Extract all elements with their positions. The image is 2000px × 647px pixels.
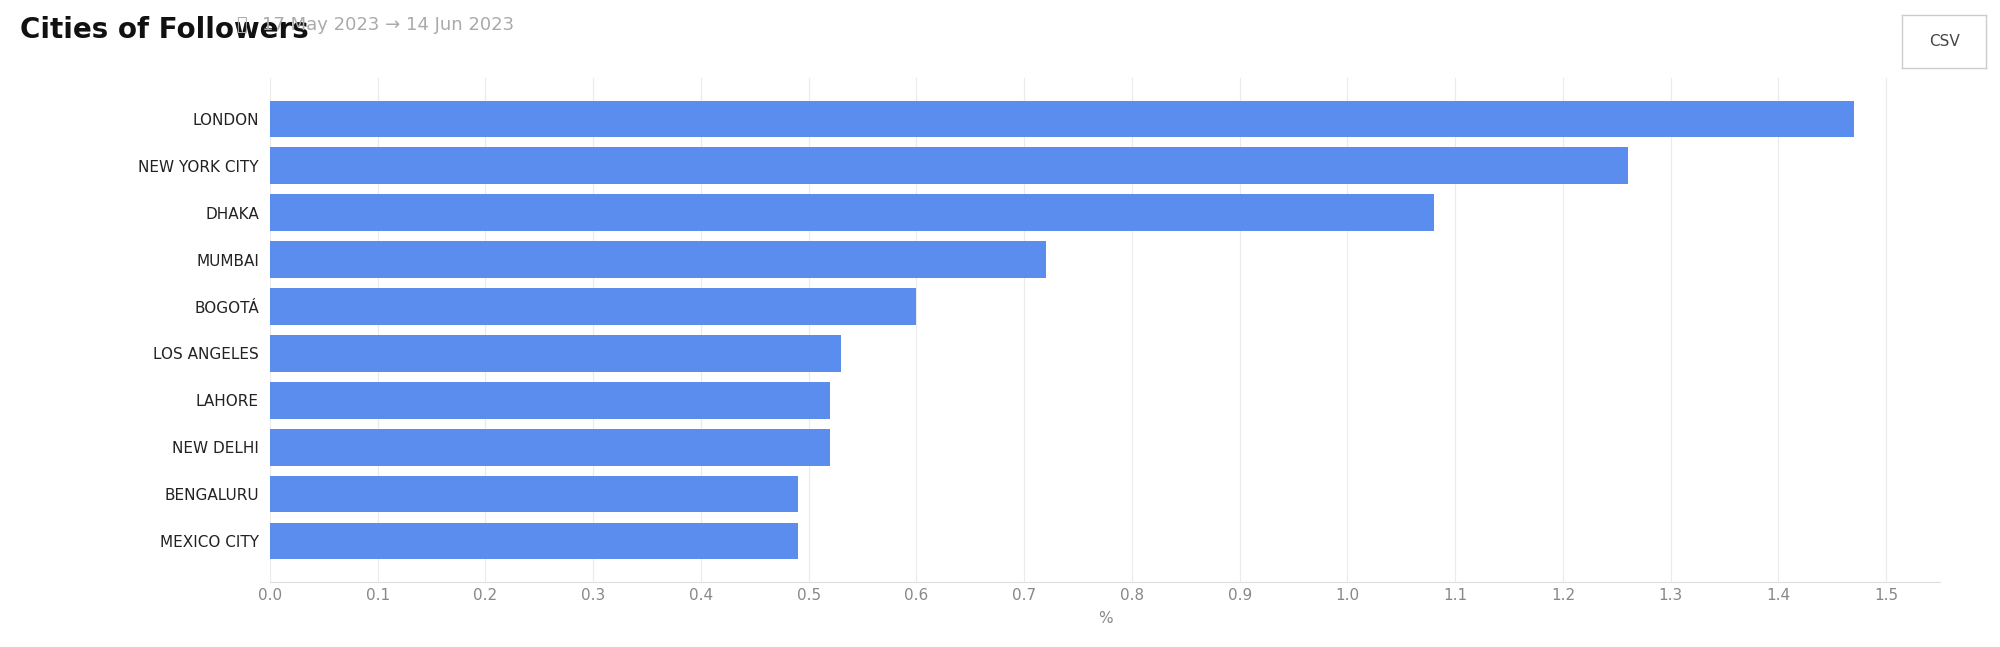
Text: Cities of Followers: Cities of Followers <box>20 16 308 44</box>
Bar <box>270 241 1046 278</box>
X-axis label: %: % <box>1098 611 1112 626</box>
Text: CSV: CSV <box>1928 34 1960 49</box>
Bar <box>270 148 1628 184</box>
Text: 17 May 2023 → 14 Jun 2023: 17 May 2023 → 14 Jun 2023 <box>262 16 514 34</box>
Bar <box>270 335 842 372</box>
Bar <box>270 476 798 512</box>
Bar <box>270 523 798 560</box>
Bar <box>270 382 830 419</box>
Bar <box>270 194 1434 231</box>
Text: ⓘ: ⓘ <box>236 16 246 34</box>
Bar <box>270 100 1854 137</box>
Bar <box>270 429 830 466</box>
Bar <box>270 288 916 325</box>
